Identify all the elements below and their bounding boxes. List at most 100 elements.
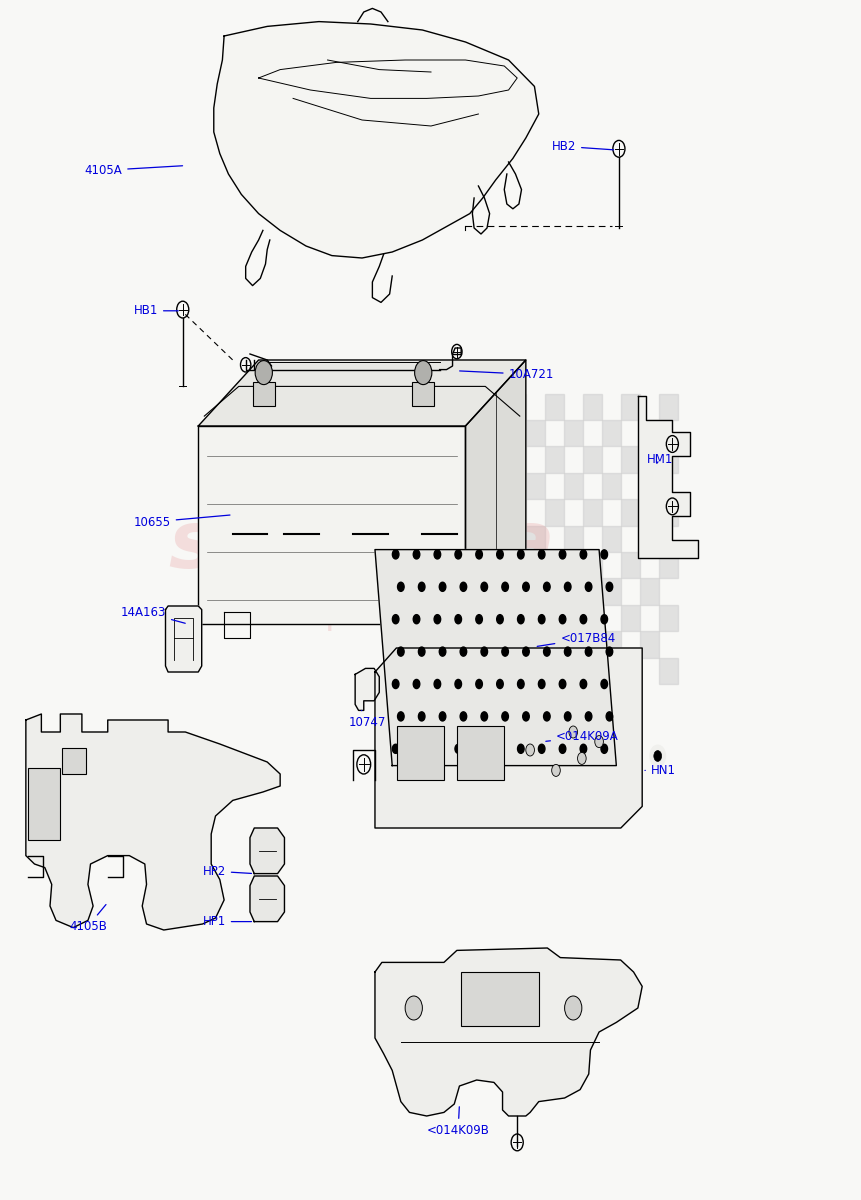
Bar	[582, 605, 601, 631]
Bar	[601, 526, 620, 552]
Bar	[506, 394, 525, 420]
Bar	[461, 972, 538, 1026]
Bar	[639, 526, 658, 552]
Circle shape	[522, 647, 529, 656]
Bar	[62, 748, 86, 774]
Bar	[468, 605, 487, 631]
Circle shape	[496, 744, 503, 754]
Circle shape	[460, 647, 466, 656]
Circle shape	[551, 764, 560, 776]
Text: 4105A: 4105A	[84, 164, 183, 176]
Circle shape	[600, 550, 607, 559]
Circle shape	[577, 752, 585, 764]
Circle shape	[255, 360, 272, 384]
Circle shape	[579, 679, 586, 689]
Text: HB2: HB2	[551, 140, 613, 152]
Circle shape	[392, 679, 399, 689]
Circle shape	[579, 744, 586, 754]
Circle shape	[579, 614, 586, 624]
Bar	[430, 446, 449, 473]
Bar	[449, 578, 468, 605]
Circle shape	[564, 582, 570, 592]
Polygon shape	[165, 606, 201, 672]
Text: 10747: 10747	[349, 710, 386, 728]
Circle shape	[564, 996, 581, 1020]
Circle shape	[392, 614, 399, 624]
Polygon shape	[250, 828, 284, 874]
Circle shape	[397, 582, 404, 592]
Bar	[601, 473, 620, 499]
Bar	[456, 726, 504, 780]
Circle shape	[496, 550, 503, 559]
Circle shape	[418, 582, 424, 592]
Circle shape	[475, 744, 482, 754]
Text: c a p a r t s: c a p a r t s	[260, 598, 463, 631]
Bar	[525, 420, 544, 446]
Circle shape	[405, 996, 422, 1020]
Polygon shape	[375, 648, 641, 828]
Circle shape	[397, 712, 404, 721]
Circle shape	[564, 647, 570, 656]
Bar	[544, 552, 563, 578]
Circle shape	[605, 712, 612, 721]
Circle shape	[397, 647, 404, 656]
Circle shape	[538, 744, 544, 754]
Circle shape	[517, 550, 523, 559]
Bar	[430, 552, 449, 578]
Circle shape	[564, 712, 570, 721]
Circle shape	[605, 582, 612, 592]
Circle shape	[434, 744, 440, 754]
Polygon shape	[375, 948, 641, 1116]
Circle shape	[585, 647, 592, 656]
Bar	[582, 552, 601, 578]
Bar	[658, 605, 677, 631]
Bar	[253, 382, 274, 406]
Bar	[487, 631, 506, 658]
Bar	[563, 420, 582, 446]
Bar	[468, 658, 487, 684]
Circle shape	[392, 550, 399, 559]
Circle shape	[496, 614, 503, 624]
Circle shape	[649, 745, 665, 767]
Text: <014K09B: <014K09B	[426, 1106, 489, 1136]
Circle shape	[501, 647, 508, 656]
Polygon shape	[198, 360, 525, 426]
Circle shape	[434, 679, 440, 689]
Bar	[525, 473, 544, 499]
Bar	[506, 499, 525, 526]
Circle shape	[455, 679, 461, 689]
Polygon shape	[26, 714, 280, 930]
Circle shape	[480, 647, 487, 656]
Circle shape	[559, 550, 565, 559]
Circle shape	[559, 744, 565, 754]
Circle shape	[418, 712, 424, 721]
Bar	[544, 446, 563, 473]
Bar	[620, 605, 639, 631]
Bar	[430, 658, 449, 684]
Bar	[620, 658, 639, 684]
Circle shape	[480, 712, 487, 721]
Circle shape	[522, 712, 529, 721]
Text: HB1: HB1	[133, 305, 178, 317]
Circle shape	[522, 582, 529, 592]
Bar	[487, 420, 506, 446]
Bar	[544, 394, 563, 420]
Text: 14A163: 14A163	[121, 606, 185, 623]
Circle shape	[600, 679, 607, 689]
Text: HM1: HM1	[646, 454, 672, 466]
Bar	[468, 446, 487, 473]
Bar	[468, 394, 487, 420]
Bar	[449, 526, 468, 552]
Bar	[563, 526, 582, 552]
Polygon shape	[250, 876, 284, 922]
Text: 4105B: 4105B	[69, 905, 107, 932]
Circle shape	[525, 744, 534, 756]
Bar	[639, 473, 658, 499]
Bar	[601, 578, 620, 605]
Polygon shape	[637, 396, 697, 558]
Circle shape	[600, 614, 607, 624]
Bar	[544, 605, 563, 631]
Circle shape	[412, 744, 419, 754]
Circle shape	[517, 614, 523, 624]
Bar	[658, 499, 677, 526]
